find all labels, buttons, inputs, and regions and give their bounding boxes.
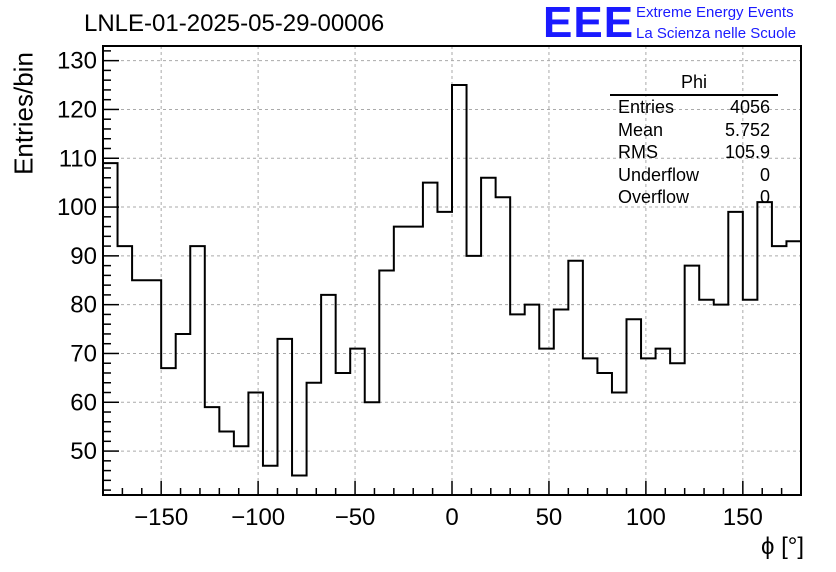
stats-value: 105.9	[724, 142, 770, 162]
y-tick-label: 100	[57, 194, 97, 221]
stats-value: 0	[759, 187, 770, 207]
y-tick-label: 110	[59, 145, 97, 172]
stats-label: Mean	[618, 119, 664, 140]
tick-labels: −150 −100 −50 0 50 100 150 50 60 70 80 90 100 110 120 1…	[57, 48, 763, 531]
x-tick-label: 50	[536, 504, 563, 531]
y-tick-label: 130	[57, 48, 97, 75]
y-tick-label: 80	[70, 292, 97, 319]
x-tick-label: −150	[134, 504, 188, 531]
x-tick-label: −50	[335, 504, 376, 531]
grid-lines	[103, 46, 801, 495]
stats-row: Underflow 0	[610, 164, 778, 187]
x-tick-label: 150	[723, 504, 763, 531]
stats-row: Entries 4056	[610, 96, 778, 119]
stats-title: Phi	[610, 72, 778, 96]
eee-logo: EEE	[543, 0, 635, 47]
y-axis-label: Entries/bin	[8, 52, 39, 175]
stats-label: RMS	[618, 142, 658, 162]
y-tick-label: 120	[57, 96, 97, 123]
stats-box: Phi Entries 4056 Mean 5.752 RMS 105.9 Un…	[610, 72, 778, 209]
stats-label: Entries	[618, 97, 675, 117]
y-tick-label: 90	[70, 243, 97, 270]
plot-frame	[102, 45, 802, 496]
x-tick-label: 100	[626, 504, 666, 531]
stats-row: Overflow 0	[610, 186, 778, 209]
x-tick-label: 0	[445, 504, 458, 531]
stats-value: 4056	[729, 97, 770, 117]
stats-row: Mean 5.752	[610, 119, 778, 142]
stats-label: Underflow	[618, 164, 700, 185]
stats-row: RMS 105.9	[610, 141, 778, 164]
logo-line-1: Extreme Energy Events	[636, 4, 794, 21]
stats-label: Overflow	[618, 187, 690, 207]
y-tick-label: 50	[70, 438, 97, 465]
y-tick-label: 70	[70, 340, 97, 367]
histogram-line	[103, 84, 801, 477]
logo-line-2: La Scienza nelle Scuole	[636, 25, 797, 42]
chart-title: LNLE-01-2025-05-29-00006	[84, 10, 385, 37]
x-axis-label: ϕ [°]	[760, 533, 804, 560]
y-tick-label: 60	[70, 389, 97, 416]
x-tick-label: −100	[231, 504, 285, 531]
axis-ticks	[103, 50, 783, 495]
stats-value: 5.752	[724, 119, 770, 140]
stats-value: 0	[759, 164, 770, 185]
